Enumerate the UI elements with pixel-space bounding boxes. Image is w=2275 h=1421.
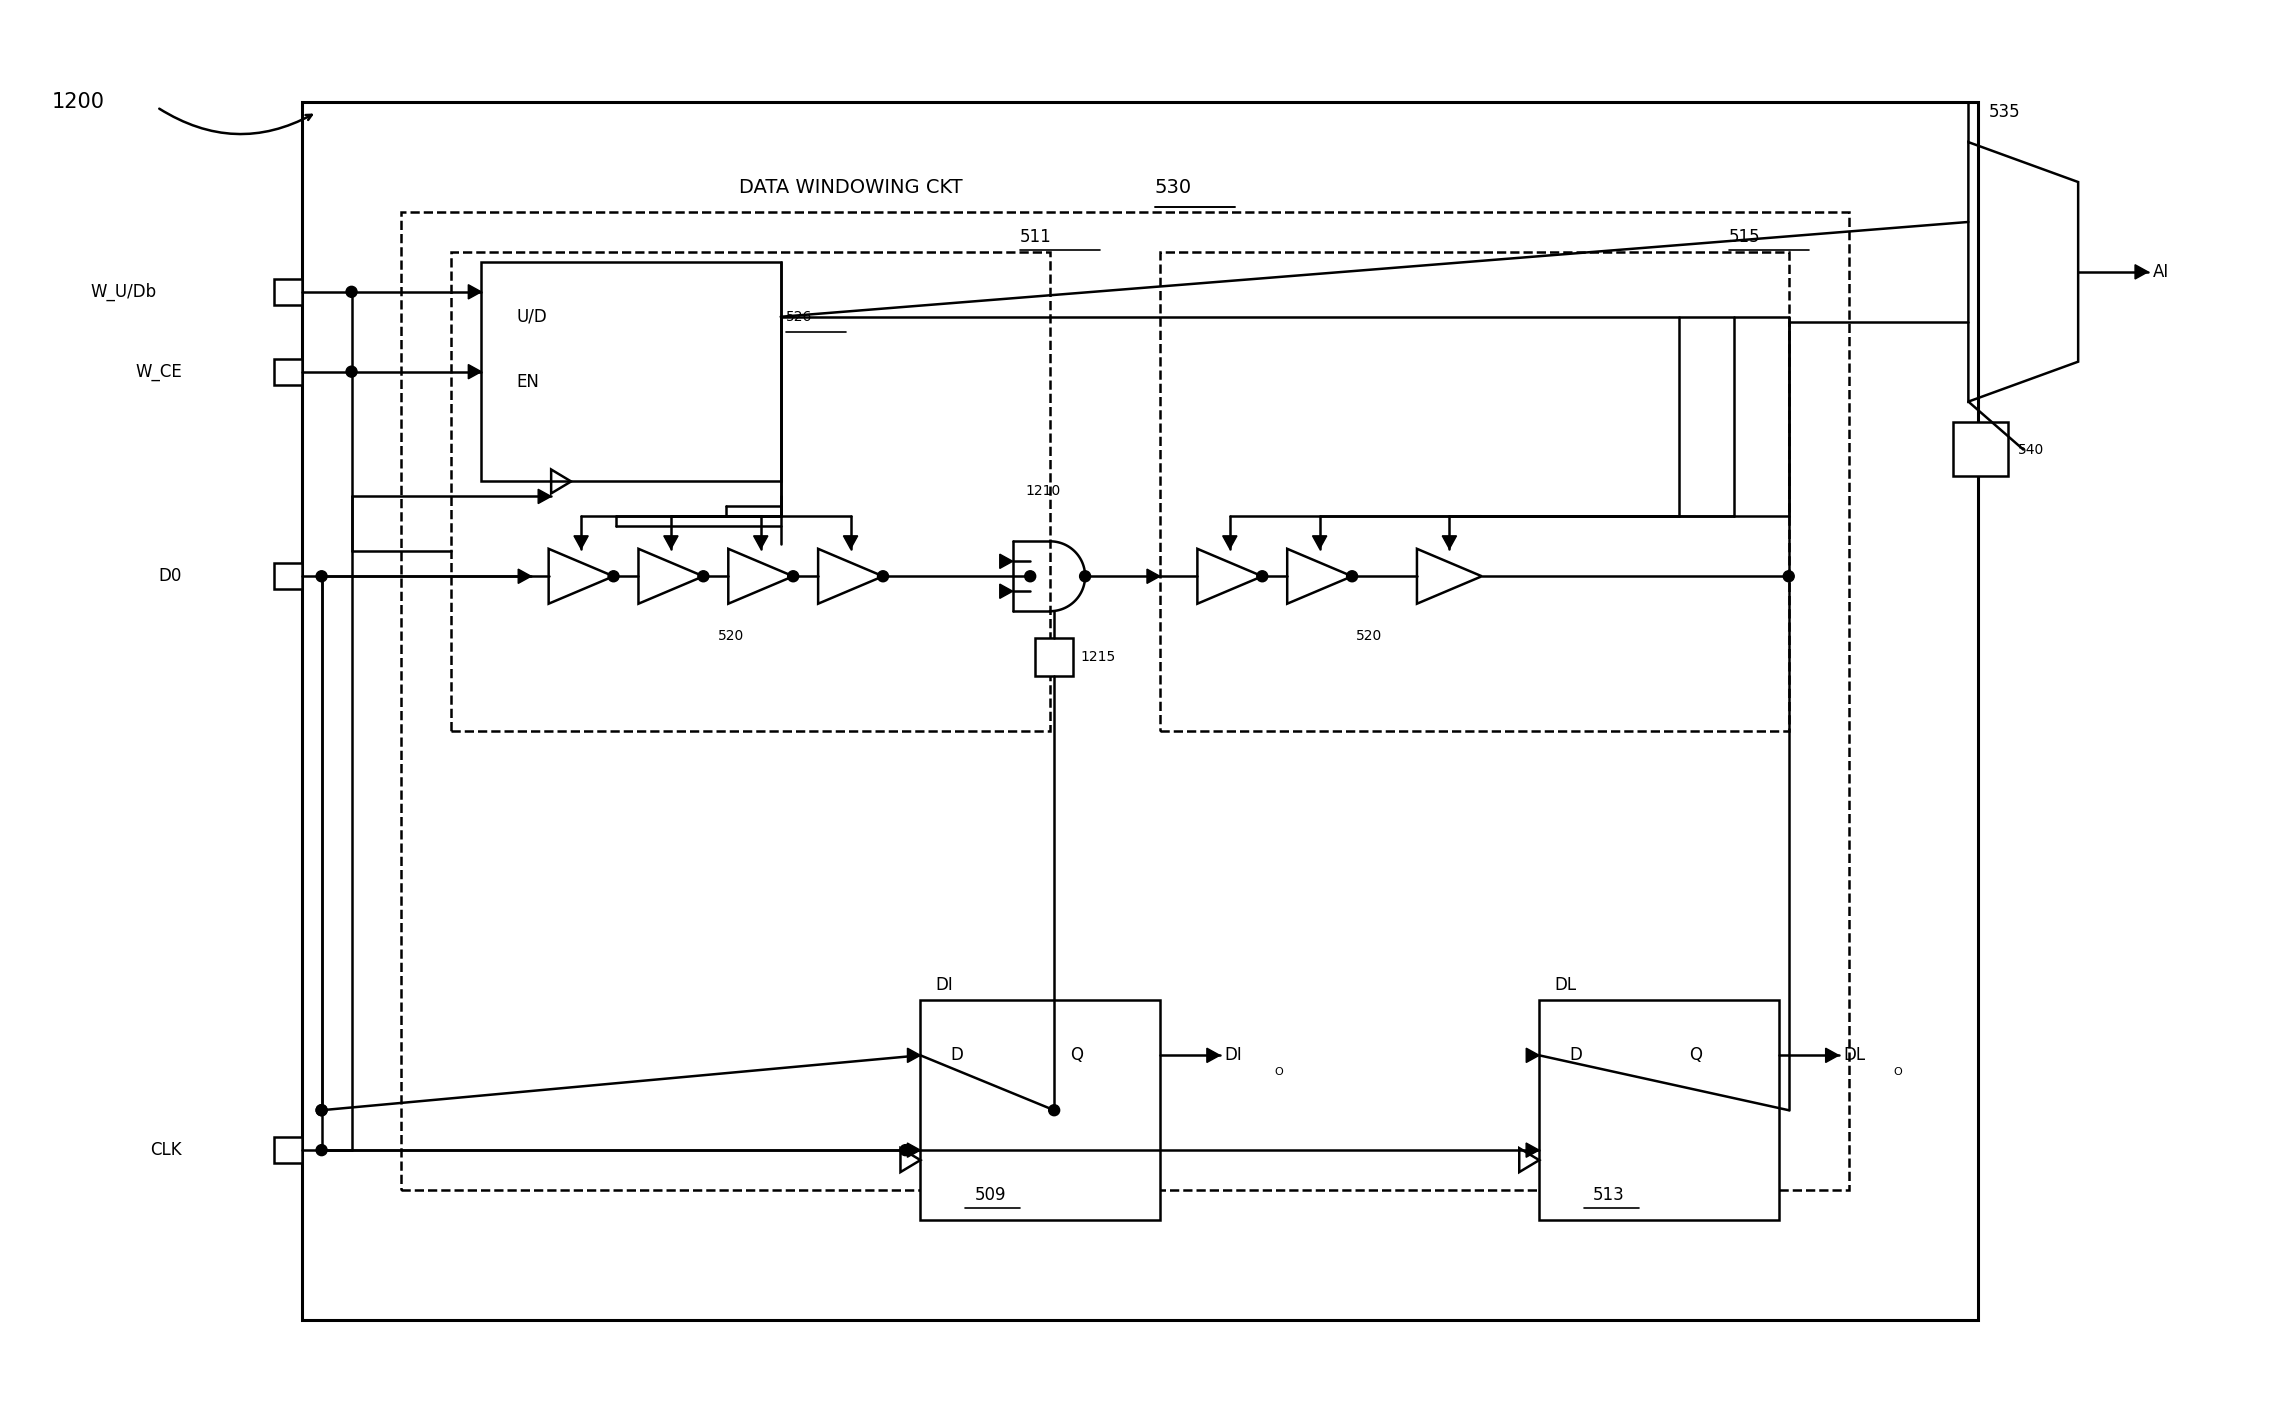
Text: D: D xyxy=(1570,1046,1581,1064)
Bar xyxy=(400,212,1850,1189)
Circle shape xyxy=(316,1104,328,1115)
Text: 511: 511 xyxy=(1019,227,1051,246)
Circle shape xyxy=(698,571,710,581)
Circle shape xyxy=(316,1104,328,1115)
Polygon shape xyxy=(573,536,589,549)
Bar xyxy=(921,1000,1160,1221)
Circle shape xyxy=(1081,571,1090,581)
Circle shape xyxy=(878,571,890,581)
Circle shape xyxy=(1347,571,1358,581)
Text: 515: 515 xyxy=(1729,227,1761,246)
Circle shape xyxy=(346,367,357,377)
Polygon shape xyxy=(469,284,482,298)
Text: O: O xyxy=(1893,1067,1902,1077)
Bar xyxy=(1540,1000,1779,1221)
Text: 535: 535 xyxy=(1988,104,2020,121)
Text: Q: Q xyxy=(1688,1046,1702,1064)
Circle shape xyxy=(1256,571,1267,581)
Text: DL: DL xyxy=(1554,976,1577,995)
Text: 509: 509 xyxy=(974,1187,1006,1204)
Polygon shape xyxy=(1825,1049,1838,1063)
Circle shape xyxy=(1049,1104,1060,1115)
Polygon shape xyxy=(753,536,769,549)
Text: 1210: 1210 xyxy=(1026,485,1060,499)
Text: AI: AI xyxy=(2152,263,2170,281)
Polygon shape xyxy=(1442,536,1456,549)
Circle shape xyxy=(787,571,799,581)
Text: D0: D0 xyxy=(159,567,182,585)
Polygon shape xyxy=(999,584,1012,598)
Bar xyxy=(273,358,303,385)
Polygon shape xyxy=(844,536,858,549)
Text: U/D: U/D xyxy=(516,308,546,325)
Bar xyxy=(1160,252,1788,730)
Circle shape xyxy=(1024,571,1035,581)
Text: DI: DI xyxy=(935,976,953,995)
Bar xyxy=(1954,422,2009,476)
Text: CLK: CLK xyxy=(150,1141,182,1160)
Text: 1200: 1200 xyxy=(52,92,105,112)
Text: 513: 513 xyxy=(1592,1187,1624,1204)
Bar xyxy=(273,1137,303,1164)
Polygon shape xyxy=(2134,264,2148,279)
Circle shape xyxy=(901,1145,910,1155)
Text: D: D xyxy=(951,1046,962,1064)
Polygon shape xyxy=(1206,1049,1219,1063)
Text: DI: DI xyxy=(1224,1046,1242,1064)
Polygon shape xyxy=(1147,570,1160,584)
Text: 530: 530 xyxy=(1156,178,1192,196)
Text: W_U/Db: W_U/Db xyxy=(91,283,157,301)
Polygon shape xyxy=(1222,536,1238,549)
Text: DL: DL xyxy=(1843,1046,1866,1064)
Circle shape xyxy=(1784,571,1795,581)
Polygon shape xyxy=(999,554,1012,568)
Text: 540: 540 xyxy=(2018,442,2045,456)
Circle shape xyxy=(316,1145,328,1155)
Polygon shape xyxy=(908,1049,921,1063)
Text: Q: Q xyxy=(1069,1046,1083,1064)
Text: 520: 520 xyxy=(1356,630,1383,644)
Circle shape xyxy=(316,571,328,581)
Bar xyxy=(273,279,303,304)
Polygon shape xyxy=(1313,536,1326,549)
Text: 526: 526 xyxy=(785,310,812,324)
Text: 1215: 1215 xyxy=(1081,649,1115,664)
Polygon shape xyxy=(1527,1142,1540,1157)
Text: W_CE: W_CE xyxy=(134,362,182,381)
Text: DATA WINDOWING CKT: DATA WINDOWING CKT xyxy=(739,178,962,196)
Bar xyxy=(273,563,303,590)
Bar xyxy=(1035,638,1074,676)
Circle shape xyxy=(346,286,357,297)
Circle shape xyxy=(607,571,619,581)
Polygon shape xyxy=(1527,1049,1540,1063)
Polygon shape xyxy=(469,365,482,379)
Text: EN: EN xyxy=(516,372,539,391)
Polygon shape xyxy=(539,489,551,503)
Bar xyxy=(303,102,1979,1320)
Bar xyxy=(450,252,1051,730)
Text: O: O xyxy=(1274,1067,1283,1077)
Polygon shape xyxy=(664,536,678,549)
Polygon shape xyxy=(908,1142,921,1157)
Bar xyxy=(482,261,780,482)
Text: 520: 520 xyxy=(717,630,744,644)
Polygon shape xyxy=(519,570,530,584)
